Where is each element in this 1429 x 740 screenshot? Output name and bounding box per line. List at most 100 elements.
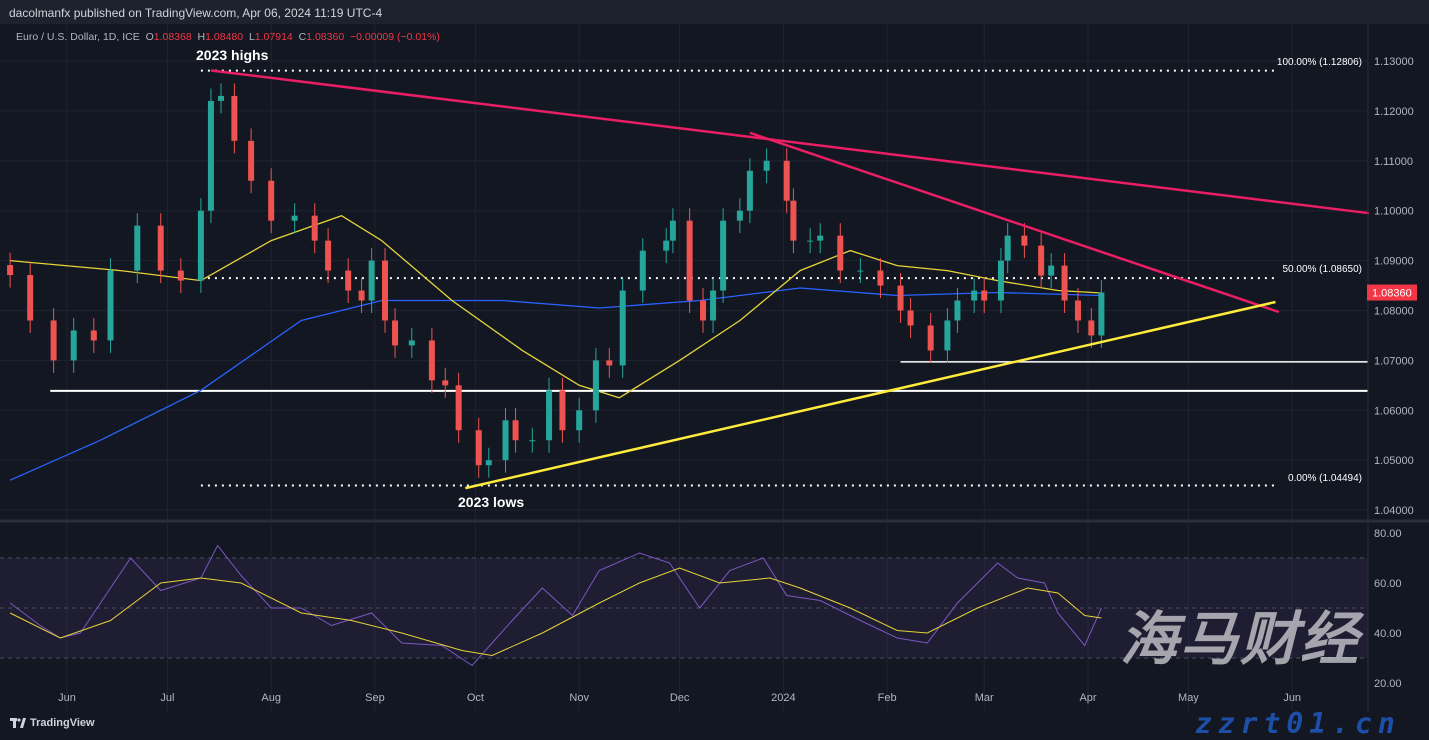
rsi-tick-label: 60.00 xyxy=(1374,578,1402,590)
candle-body xyxy=(1004,235,1011,261)
candle-body xyxy=(546,390,553,441)
candle-body xyxy=(1021,235,1028,246)
low-label: L xyxy=(248,31,255,43)
watermark-chinese: 海马财经 xyxy=(1120,605,1361,673)
candle-body xyxy=(736,210,743,221)
trendline-up-2 xyxy=(465,300,1276,490)
time-tick-label: Aug xyxy=(261,692,281,704)
candle-body xyxy=(428,340,435,381)
price-tick-label: 1.10000 xyxy=(1374,206,1414,218)
candle-body xyxy=(1038,245,1045,276)
candle-body xyxy=(981,290,988,301)
symbol-legend: Euro / U.S. Dollar, 1D, ICE O1.08368 H1.… xyxy=(16,31,440,43)
candle-body xyxy=(954,300,961,321)
price-tick-label: 1.09000 xyxy=(1374,256,1414,268)
candle-body xyxy=(927,325,934,351)
candle-body xyxy=(1074,300,1081,321)
time-tick-label: Jun xyxy=(58,692,76,704)
candle-body xyxy=(686,220,693,301)
rsi-pane xyxy=(9,544,1102,667)
trendline-down-1 xyxy=(749,131,1280,314)
candle-body xyxy=(783,160,790,201)
chart-background xyxy=(0,24,1429,739)
price-tick-label: 1.11000 xyxy=(1374,156,1413,168)
candle-body xyxy=(807,240,814,242)
annotation-2023-lows: 2023 lows xyxy=(458,494,524,510)
candle-body xyxy=(857,270,864,272)
candle-body xyxy=(475,430,482,466)
candle-body xyxy=(997,260,1004,301)
grid xyxy=(0,24,1368,711)
candle-body xyxy=(790,200,797,241)
time-axis: Jun Jul Aug Sep Oct Nov Dec 2024 Feb Mar Apr May Jun xyxy=(58,692,1301,704)
candle-body xyxy=(502,420,509,461)
rsi-tick-label: 20.00 xyxy=(1374,678,1402,690)
candle-body xyxy=(576,410,583,431)
close-label: C xyxy=(298,31,307,43)
close-value: 1.08360 xyxy=(306,31,345,43)
candle-body xyxy=(763,160,770,171)
candle-body xyxy=(197,210,204,281)
candle-body xyxy=(837,235,844,271)
candle-body xyxy=(248,140,255,181)
rsi-band xyxy=(0,557,1368,659)
price-axis: 1.13000 1.12000 1.11000 1.10000 1.09000 1.080… xyxy=(1374,56,1414,690)
fib-100-label: 100.00% (1.12806) xyxy=(1277,57,1362,68)
candle-body xyxy=(710,290,717,321)
tradingview-logo[interactable]: TradingView xyxy=(10,717,95,729)
candle-body xyxy=(746,170,753,211)
fib-0-label: 0.00% (1.04494) xyxy=(1288,473,1362,484)
trendline-down-0 xyxy=(210,69,1370,215)
candle-body xyxy=(817,235,824,241)
candle-body xyxy=(907,310,914,326)
candle-body xyxy=(107,270,114,341)
time-tick-label: May xyxy=(1178,692,1199,704)
time-tick-label: Jun xyxy=(1283,692,1301,704)
time-tick-label: Apr xyxy=(1079,692,1096,704)
candle-body xyxy=(90,330,97,341)
candle-body xyxy=(592,360,599,411)
candle-body xyxy=(606,360,613,366)
fib-50-label: 50.00% (1.08650) xyxy=(1282,264,1362,275)
time-tick-label: Sep xyxy=(365,692,385,704)
published-header: dacolmanfx published on TradingView.com,… xyxy=(0,0,1429,24)
candle-body xyxy=(720,220,727,291)
high-value: 1.08480 xyxy=(205,31,244,43)
price-tick-label: 1.07000 xyxy=(1374,355,1414,367)
candle-body xyxy=(944,320,951,351)
candle-body xyxy=(325,240,332,271)
candle-body xyxy=(7,265,14,276)
time-tick-label: Feb xyxy=(878,692,897,704)
time-tick-label: Jul xyxy=(160,692,174,704)
candle-body xyxy=(382,260,389,321)
change-value: −0.00009 (−0.01%) xyxy=(350,31,440,43)
candle-body xyxy=(529,440,536,442)
candle-body xyxy=(1048,265,1055,276)
high-label: H xyxy=(197,31,206,43)
candle-body xyxy=(134,225,141,271)
time-tick-label: Mar xyxy=(975,692,994,704)
tradingview-logo-icon xyxy=(10,718,26,728)
watermark-url: zzrt01.cn xyxy=(1195,707,1401,740)
low-value: 1.07914 xyxy=(254,31,293,43)
candle-body xyxy=(291,215,298,221)
sma-slow-line xyxy=(9,287,1102,481)
rsi-ma-line xyxy=(9,567,1102,657)
time-tick-label: Nov xyxy=(569,692,589,704)
symbol-name[interactable]: Euro / U.S. Dollar, 1D, ICE xyxy=(16,31,140,43)
annotation-2023-highs: 2023 highs xyxy=(196,47,269,63)
candle-body xyxy=(971,290,978,301)
candle-body xyxy=(663,240,670,251)
time-tick-label: Dec xyxy=(670,692,690,704)
candle-body xyxy=(358,290,365,301)
time-tick-label: 2024 xyxy=(771,692,795,704)
candle-body xyxy=(1088,320,1095,336)
candle-body xyxy=(408,340,415,346)
candle-body xyxy=(669,220,676,241)
candle-body xyxy=(177,270,184,281)
candle-body xyxy=(231,95,238,141)
candle-body xyxy=(455,385,462,431)
candles xyxy=(7,83,1105,478)
candle-body xyxy=(700,300,707,321)
